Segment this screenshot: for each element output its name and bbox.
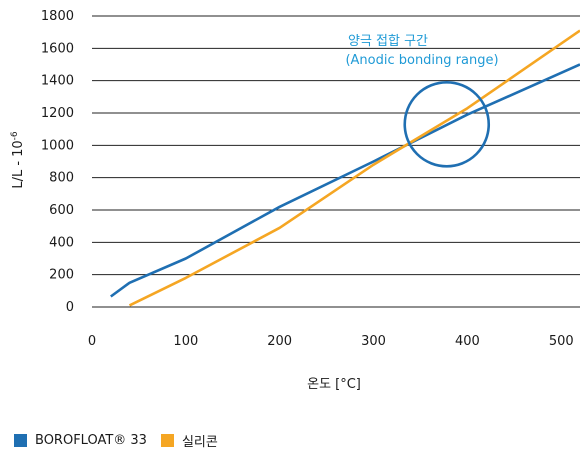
x-tick-label: 200 bbox=[267, 334, 292, 349]
grid-lines bbox=[92, 15, 580, 308]
legend-item-borofloat: BOROFLOAT® 33 bbox=[14, 433, 147, 448]
x-tick-label: 100 bbox=[173, 334, 198, 349]
y-tick-label: 1800 bbox=[41, 9, 74, 24]
y-tick-label: 200 bbox=[49, 268, 74, 283]
legend-label-silicon: 실리콘 bbox=[181, 435, 218, 450]
series-line-1 bbox=[128, 29, 580, 307]
y-tick-labels: 0 200 400 600 800 1000 1200 1400 1600 1800 bbox=[41, 9, 74, 315]
y-tick-label: 800 bbox=[49, 171, 74, 186]
y-tick-label: 1400 bbox=[41, 74, 74, 89]
legend-swatch-silicon bbox=[160, 434, 174, 447]
annotations: 양극 접합 구간 (Anodic bonding range) bbox=[345, 34, 499, 168]
bonding-range-circle bbox=[403, 81, 491, 168]
y-tick-label: 600 bbox=[49, 203, 74, 218]
annotation-subtitle: (Anodic bonding range) bbox=[345, 53, 498, 68]
y-tick-label: 1200 bbox=[41, 106, 74, 121]
y-tick-label: 1000 bbox=[41, 138, 74, 153]
legend-item-silicon: 실리콘 bbox=[160, 431, 218, 450]
series-line-0 bbox=[110, 63, 580, 298]
x-tick-label: 0 bbox=[88, 334, 96, 349]
x-tick-label: 500 bbox=[549, 334, 574, 349]
y-tick-label: 1600 bbox=[41, 41, 74, 56]
y-tick-label: 400 bbox=[49, 235, 74, 250]
legend-label-borofloat: BOROFLOAT® 33 bbox=[35, 433, 147, 448]
x-tick-label: 300 bbox=[361, 334, 386, 349]
x-tick-label: 400 bbox=[455, 334, 480, 349]
series-lines bbox=[110, 29, 580, 307]
legend: BOROFLOAT® 33 실리콘 bbox=[14, 431, 232, 450]
annotation-title: 양극 접합 구간 bbox=[348, 34, 428, 49]
y-axis-label-main: L/L - 10 bbox=[11, 140, 26, 188]
legend-swatch-borofloat bbox=[14, 434, 27, 447]
x-axis-label: 온도 [°C] bbox=[307, 377, 361, 392]
y-axis-label: L/L - 10-6 bbox=[10, 131, 26, 189]
y-axis-label-sup: -6 bbox=[10, 131, 20, 140]
y-tick-label: 0 bbox=[66, 300, 74, 315]
x-tick-labels: 0 100 200 300 400 500 bbox=[88, 334, 574, 349]
